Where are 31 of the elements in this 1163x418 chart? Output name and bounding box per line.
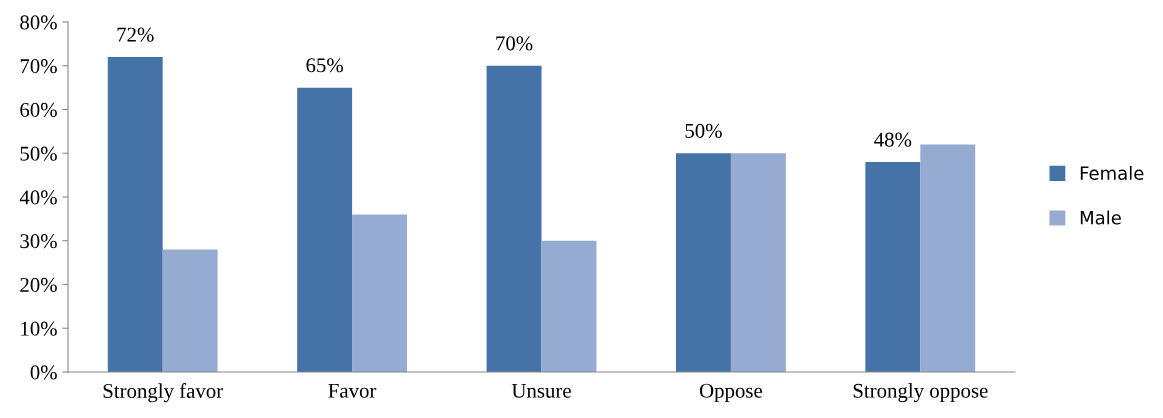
x-tick-label: Unsure xyxy=(511,383,571,398)
y-tick-label: 60% xyxy=(20,102,57,117)
y-tick-label: 40% xyxy=(19,190,57,205)
bar xyxy=(297,87,353,372)
legend-label: Male xyxy=(1080,210,1121,225)
x-tick-label: Oppose xyxy=(699,383,762,402)
x-tick-label: Favor xyxy=(328,383,377,398)
bar xyxy=(675,153,731,372)
data-label: 48% xyxy=(874,132,912,147)
y-tick-label: 70% xyxy=(20,59,57,74)
data-label: 50% xyxy=(685,123,722,138)
y-tick-label: 30% xyxy=(20,234,57,249)
y-tick-label: 80% xyxy=(20,15,57,30)
bar xyxy=(162,249,218,372)
data-label: 65% xyxy=(306,58,344,73)
x-tick-label: Strongly favor xyxy=(103,383,223,403)
y-tick-label: 10% xyxy=(21,321,57,336)
data-label: 72% xyxy=(117,27,154,42)
bar xyxy=(541,240,597,372)
y-tick-label: 20% xyxy=(20,277,57,292)
y-tick-label: 0% xyxy=(30,365,57,380)
bar xyxy=(730,153,786,372)
bar xyxy=(486,65,542,372)
bar xyxy=(352,214,408,372)
x-tick-label: Strongly oppose xyxy=(853,383,988,403)
legend-label: Female xyxy=(1080,165,1144,180)
bar xyxy=(107,57,163,372)
bar xyxy=(865,162,921,372)
data-label: 70% xyxy=(496,36,533,51)
bar xyxy=(920,144,976,372)
y-tick-label: 50% xyxy=(20,146,57,161)
